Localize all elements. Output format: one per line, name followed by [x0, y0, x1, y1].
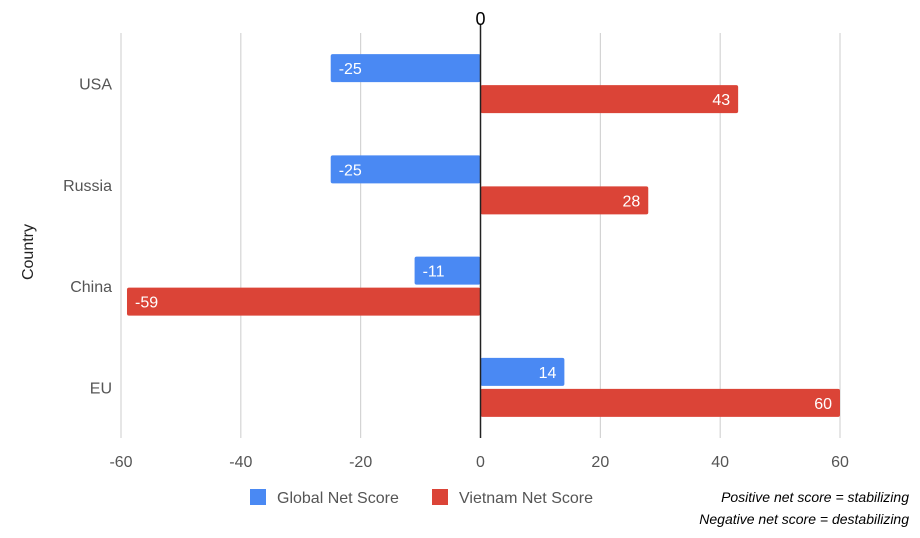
- bar-vietnam-net-score-china: [126, 287, 481, 316]
- data-label: 43: [712, 92, 730, 109]
- data-label: 60: [814, 396, 832, 413]
- note-negative: Negative net score = destabilizing: [699, 511, 909, 527]
- bar-global-net-score-china: [414, 256, 481, 285]
- bars: [126, 54, 840, 417]
- bar-global-net-score-usa: [330, 54, 481, 83]
- zero-label: 0: [475, 9, 485, 29]
- x-tick-label: -20: [349, 454, 372, 471]
- note-positive: Positive net score = stabilizing: [721, 489, 909, 505]
- bar-global-net-score-eu: [480, 357, 565, 386]
- legend: Global Net Score Vietnam Net Score: [250, 489, 593, 507]
- data-label: -25: [339, 61, 362, 78]
- bar-vietnam-net-score-eu: [480, 388, 840, 417]
- bar-vietnam-net-score-russia: [480, 186, 649, 215]
- bar-vietnam-net-score-usa: [480, 85, 739, 114]
- legend-label-global-net-score: Global Net Score: [277, 490, 399, 507]
- data-label: -59: [135, 295, 158, 312]
- y-axis-title: Country: [20, 224, 37, 280]
- data-label: -25: [339, 162, 362, 179]
- x-tick-label: -40: [229, 454, 252, 471]
- legend-label-vietnam-net-score: Vietnam Net Score: [459, 490, 593, 507]
- category-label-russia: Russia: [63, 178, 112, 195]
- data-label: -11: [423, 264, 445, 281]
- x-tick-label: 60: [831, 454, 849, 471]
- legend-swatch-vietnam-net-score: [432, 489, 448, 505]
- bar-global-net-score-russia: [330, 155, 481, 184]
- labels: -60 -40 -20 0 20 40 60 0 Country USA -25 43 Russia -2…: [20, 9, 849, 471]
- category-label-eu: EU: [90, 380, 112, 397]
- data-label: 28: [622, 193, 640, 210]
- x-tick-label: -60: [109, 454, 132, 471]
- category-label-usa: USA: [79, 77, 112, 94]
- x-tick-label: 40: [711, 454, 729, 471]
- category-label-china: China: [70, 279, 112, 296]
- data-label: 14: [539, 365, 557, 382]
- x-tick-label: 0: [476, 454, 485, 471]
- x-tick-label: 20: [591, 454, 609, 471]
- legend-swatch-global-net-score: [250, 489, 266, 505]
